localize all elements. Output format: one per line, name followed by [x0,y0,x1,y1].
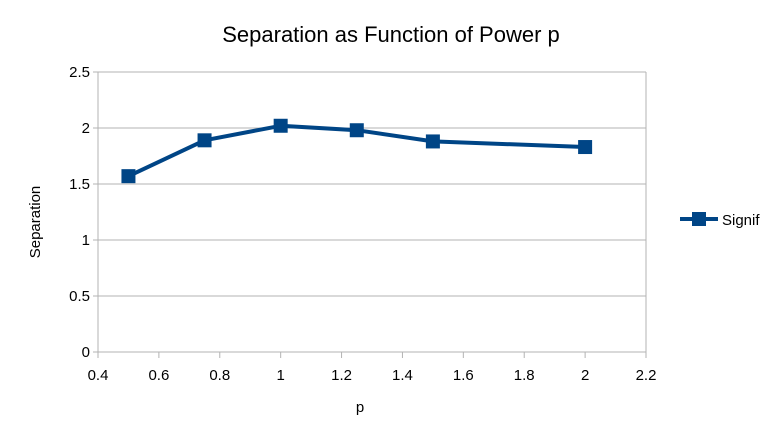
data-point-0-5 [578,140,593,155]
x-tick-label-9: 2.2 [636,367,657,384]
x-tick-label-6: 1.6 [453,367,474,384]
legend-marker [692,212,706,226]
y-tick-label-3: 1.5 [69,176,90,193]
data-point-0-4 [425,134,440,149]
data-point-0-2 [273,118,288,133]
series-line-0 [127,123,586,179]
series-group [121,118,593,184]
axes [97,72,647,352]
y-tick-label-4: 2 [82,120,90,137]
legend: Signif [680,212,760,229]
x-tick-labels: 0.4 0.6 0.8 1 1.2 1.4 1.6 1.8 2 2.2 [88,367,657,384]
data-point-0-3 [349,123,364,138]
y-tick-label-0: 0 [82,344,90,361]
y-tick-label-1: 0.5 [69,288,90,305]
gridlines [93,71,647,358]
x-tick-label-7: 1.8 [514,367,535,384]
data-point-0-1 [197,133,212,148]
y-tick-labels: 0 0.5 1 1.5 2 2.5 [69,64,90,361]
x-tick-label-3: 1 [276,367,284,384]
x-axis-label: p [356,399,364,416]
x-tick-label-1: 0.6 [148,367,169,384]
chart-title: Separation as Function of Power p [222,22,560,47]
x-tick-label-8: 2 [581,367,589,384]
y-axis-label: Separation [27,186,44,259]
x-tick-label-5: 1.4 [392,367,413,384]
x-tick-label-4: 1.2 [331,367,352,384]
data-point-0-0 [121,169,136,184]
x-tick-label-0: 0.4 [88,367,109,384]
y-tick-label-2: 1 [82,232,90,249]
y-tick-label-5: 2.5 [69,64,90,81]
x-tick-label-2: 0.8 [209,367,230,384]
legend-label-signif: Signif [722,212,760,229]
